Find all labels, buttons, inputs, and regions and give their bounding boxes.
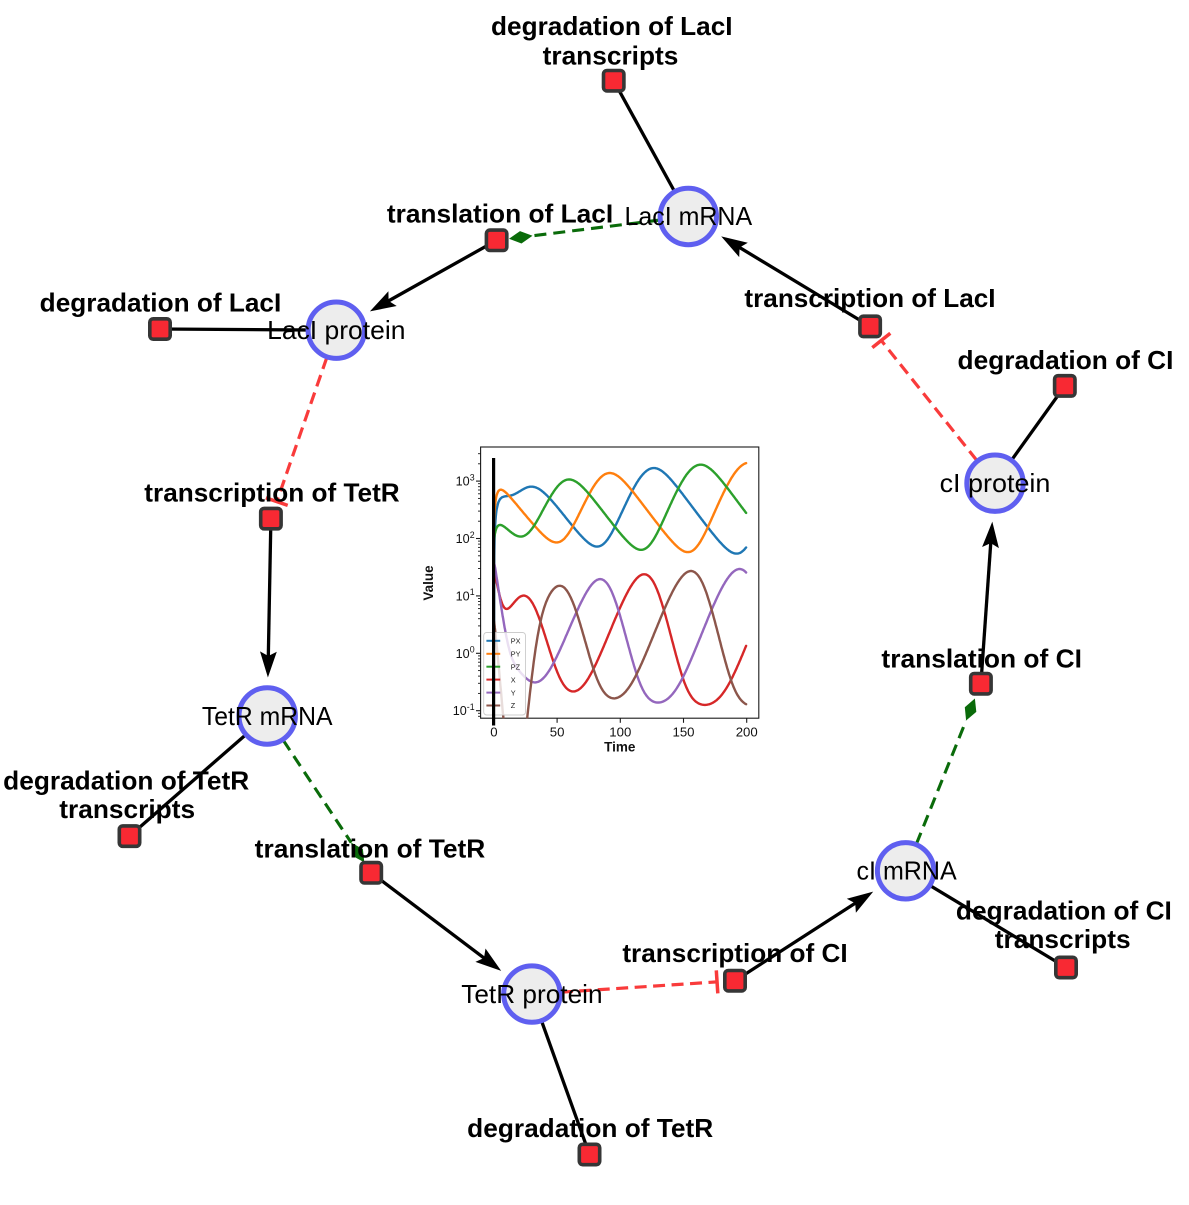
svg-text:TetR protein: TetR protein: [461, 979, 602, 1009]
svg-text:50: 50: [550, 725, 565, 740]
svg-text:PX: PX: [511, 637, 521, 646]
svg-text:transcription of CI: transcription of CI: [622, 938, 847, 968]
svg-text:cI mRNA: cI mRNA: [857, 855, 958, 885]
svg-text:translation of TetR: translation of TetR: [255, 834, 486, 864]
svg-text:150: 150: [672, 725, 694, 740]
svg-text:cI protein: cI protein: [940, 468, 1051, 498]
svg-text:LacI mRNA: LacI mRNA: [624, 201, 752, 231]
svg-text:PY: PY: [511, 650, 521, 659]
svg-text:translation of LacI: translation of LacI: [387, 198, 613, 228]
svg-text:degradation of TetR: degradation of TetR: [3, 766, 249, 796]
svg-text:degradation of LacI: degradation of LacI: [40, 288, 282, 318]
svg-text:transcription of LacI: transcription of LacI: [744, 283, 995, 313]
svg-text:degradation of TetR: degradation of TetR: [467, 1113, 713, 1143]
svg-text:translation of CI: translation of CI: [881, 643, 1082, 673]
svg-text:transcripts: transcripts: [59, 794, 195, 824]
svg-text:TetR mRNA: TetR mRNA: [202, 701, 333, 731]
svg-text:X: X: [511, 675, 516, 684]
svg-text:Y: Y: [511, 688, 516, 697]
svg-text:200: 200: [736, 725, 758, 740]
svg-text:Value: Value: [421, 565, 436, 601]
svg-text:Z: Z: [511, 701, 516, 710]
svg-text:transcripts: transcripts: [543, 41, 679, 71]
svg-text:degradation of CI: degradation of CI: [958, 345, 1174, 375]
svg-text:LacI protein: LacI protein: [267, 315, 405, 345]
svg-text:degradation of CI: degradation of CI: [956, 895, 1172, 925]
svg-text:Time: Time: [604, 740, 636, 755]
svg-text:PZ: PZ: [511, 662, 521, 671]
svg-text:transcripts: transcripts: [995, 924, 1131, 954]
svg-text:transcription of TetR: transcription of TetR: [144, 478, 400, 508]
svg-text:100: 100: [609, 725, 631, 740]
svg-text:degradation of LacI: degradation of LacI: [491, 11, 733, 41]
svg-text:0: 0: [490, 725, 497, 740]
